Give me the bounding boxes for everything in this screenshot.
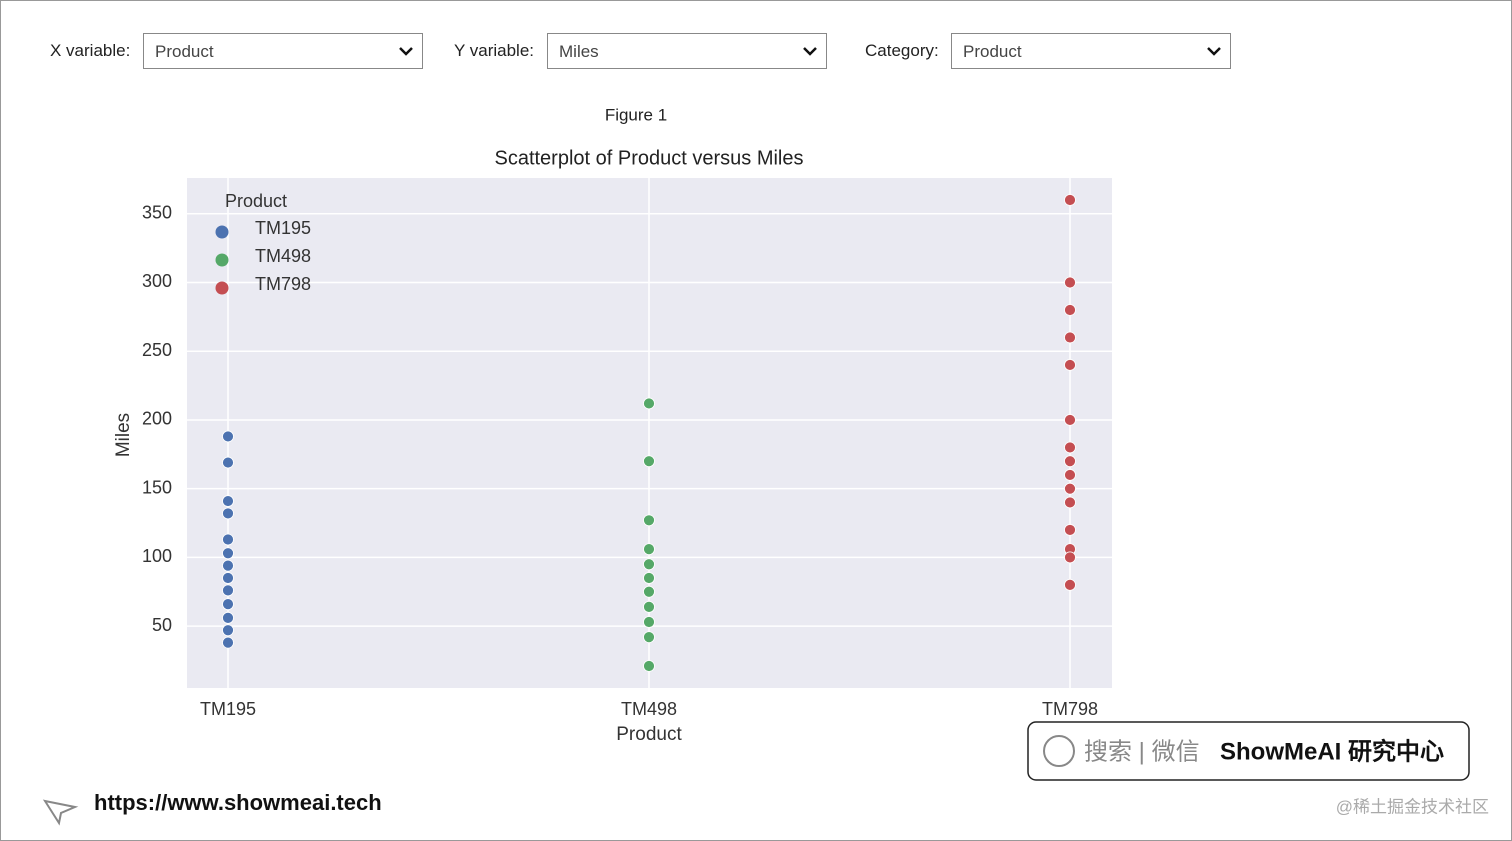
legend-marker xyxy=(215,225,229,239)
point xyxy=(222,507,234,520)
point xyxy=(222,547,234,560)
point xyxy=(1064,469,1076,481)
x-tick-label: TM798 xyxy=(1042,699,1098,719)
point xyxy=(222,636,234,649)
chevron xyxy=(803,47,817,56)
dropdown-value: Miles xyxy=(559,42,599,61)
y-tick-label: 200 xyxy=(142,409,172,429)
watermark-box xyxy=(1027,721,1470,781)
figure-label: Figure 1 xyxy=(605,105,667,124)
chevron xyxy=(399,47,413,56)
point xyxy=(1064,551,1076,564)
plot-layer: 50 100 150 200 250 300 350 TM195 TM498 TM798 Produ… xyxy=(142,178,1112,719)
dropdown[interactable]: Product xyxy=(951,33,1231,69)
legend-marker xyxy=(215,253,229,267)
watermark-url: https://www.showmeai.tech xyxy=(94,790,382,815)
dropdown[interactable]: Miles xyxy=(547,33,827,69)
point xyxy=(222,495,234,507)
point xyxy=(643,558,655,571)
legend-label: TM195 xyxy=(255,218,311,238)
y-tick-label: 150 xyxy=(142,477,172,497)
point xyxy=(1064,194,1076,206)
point xyxy=(1064,524,1076,536)
y-tick-label: 300 xyxy=(142,271,172,291)
point xyxy=(222,598,234,611)
point xyxy=(643,572,655,584)
point xyxy=(1064,482,1076,495)
y-axis-label: Miles xyxy=(113,413,134,457)
control-label: X variable: xyxy=(50,41,131,60)
x-tick-label: TM195 xyxy=(200,699,256,719)
y-tick-label: 250 xyxy=(142,340,172,360)
point xyxy=(643,585,655,598)
point xyxy=(1064,579,1076,591)
dropdown-value: Product xyxy=(963,42,1022,61)
search-icon xyxy=(1043,735,1075,767)
point xyxy=(1064,304,1076,316)
point xyxy=(1064,276,1076,289)
y-tick-label: 100 xyxy=(142,546,172,566)
point xyxy=(222,533,234,546)
point xyxy=(643,455,655,468)
point xyxy=(222,559,234,572)
point xyxy=(222,611,234,624)
point xyxy=(222,456,234,469)
y-tick-label: 350 xyxy=(142,202,172,222)
point xyxy=(1064,331,1076,344)
point xyxy=(222,584,234,597)
cursor-icon xyxy=(42,799,79,826)
y-tick-label: 50 xyxy=(152,615,172,635)
control-label: Y variable: xyxy=(454,41,535,60)
chart-title: Scatterplot of Product versus Miles xyxy=(494,147,803,169)
x-axis-label: Product xyxy=(616,724,682,745)
point xyxy=(222,430,234,443)
point xyxy=(1064,455,1076,468)
point xyxy=(1064,414,1076,426)
watermark-search: 搜索 | 微信 xyxy=(1084,738,1200,765)
dropdown-value: Product xyxy=(155,42,214,61)
chevron xyxy=(1207,47,1221,56)
point xyxy=(643,616,655,628)
legend-title: Product xyxy=(225,191,287,211)
point xyxy=(643,631,655,644)
legend-label: TM798 xyxy=(255,274,311,294)
point xyxy=(643,660,655,672)
watermark-credit: @稀土掘金技术社区 xyxy=(1336,797,1489,816)
point xyxy=(1064,496,1076,509)
point xyxy=(643,397,655,410)
legend-label: TM498 xyxy=(255,246,311,266)
watermark-brand: ShowMeAI 研究中心 xyxy=(1220,737,1444,765)
point xyxy=(222,572,234,584)
dropdown[interactable]: Product xyxy=(143,33,423,69)
point xyxy=(1064,359,1076,371)
point xyxy=(643,600,655,613)
point xyxy=(222,624,234,637)
point xyxy=(643,514,655,527)
point xyxy=(1064,441,1076,454)
point xyxy=(643,543,655,556)
control-label: Category: xyxy=(865,41,939,60)
x-tick-label: TM498 xyxy=(621,699,677,719)
legend-marker xyxy=(215,281,229,295)
